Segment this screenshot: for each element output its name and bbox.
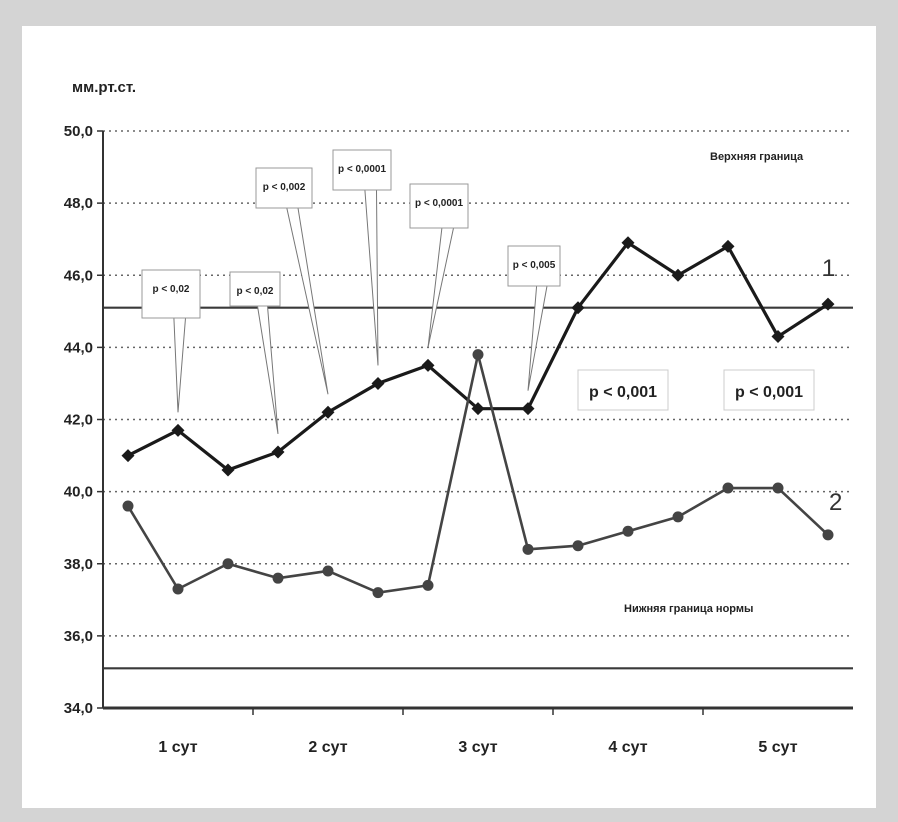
series-2-point — [172, 583, 184, 595]
p-value-label: p < 0,001 — [589, 384, 657, 401]
series-1-point — [571, 301, 585, 315]
callout-text: p < 0,0001 — [415, 198, 464, 209]
series-2-point — [372, 587, 384, 599]
series-1-point — [221, 463, 235, 477]
callout-text: p < 0,0001 — [338, 164, 387, 175]
series-1-point — [171, 423, 185, 437]
callout-pointer — [286, 207, 329, 395]
series-2-point — [672, 511, 684, 523]
y-tick-label: 46,0 — [64, 267, 93, 284]
x-category-labels: 1 сут 2 сут 3 сут 4 сут 5 сут — [158, 739, 797, 756]
series-lines — [121, 236, 835, 599]
lower-limit-label: Нижняя граница нормы — [624, 603, 753, 615]
p-value-box — [577, 369, 669, 411]
series-2-point — [122, 500, 134, 512]
callout-box — [507, 245, 561, 287]
series-2-point — [422, 579, 434, 591]
series-2-point — [272, 572, 284, 584]
x-category-label: 4 сут — [608, 739, 647, 756]
callout-pointer — [256, 305, 279, 435]
y-tick-label: 34,0 — [64, 700, 93, 717]
series-2-point — [722, 482, 734, 494]
x-category-label: 3 сут — [458, 739, 497, 756]
series-1-point — [271, 445, 285, 459]
series-1-point — [121, 449, 135, 463]
callout-text: p < 0,02 — [237, 286, 274, 297]
series-1-point — [521, 402, 535, 416]
callout-box — [141, 269, 201, 319]
series-2-point — [322, 565, 334, 577]
x-category-label: 2 сут — [308, 739, 347, 756]
series-1-point — [421, 358, 435, 372]
x-category-label: 5 сут — [758, 739, 797, 756]
y-tick-label: 38,0 — [64, 556, 93, 573]
callout-text: p < 0,002 — [263, 182, 306, 193]
callout-pointer — [173, 317, 187, 413]
callout-pointer — [364, 189, 379, 366]
callout-text: p < 0,005 — [513, 260, 556, 271]
series-1-point — [821, 297, 835, 311]
series-2-point — [822, 529, 834, 541]
series-1-point — [621, 236, 635, 250]
series-2-point — [772, 482, 784, 494]
callout-box — [332, 149, 392, 191]
y-tick-label: 50,0 — [64, 123, 93, 140]
callout-box — [409, 183, 469, 229]
y-axis-label: мм.рт.ст. — [72, 79, 136, 96]
callout-pointer — [427, 227, 455, 348]
y-tick-label: 36,0 — [64, 628, 93, 645]
series-1-point — [471, 402, 485, 416]
chart-panel — [22, 26, 876, 808]
annotations: p < 0,02 p < 0,02 p < 0,002 p < 0,0001 p < 0… — [141, 149, 815, 435]
callout-box — [229, 271, 281, 307]
y-tick-label: 48,0 — [64, 195, 93, 212]
series-2-line — [126, 353, 829, 594]
axes — [97, 130, 853, 715]
series-1-point — [371, 376, 385, 390]
series-1-label: 1 — [822, 255, 835, 282]
series-1-point — [721, 239, 735, 253]
series-1-point — [671, 268, 685, 282]
series-2-label: 2 — [829, 489, 842, 516]
p-value-label: p < 0,001 — [735, 384, 803, 401]
series-1-point — [321, 405, 335, 419]
p-value-box — [723, 369, 815, 411]
y-tick-labels: 34,0 36,0 38,0 40,0 42,0 44,0 46,0 48,0 50,0 — [64, 123, 93, 717]
y-tick-label: 42,0 — [64, 412, 93, 429]
y-tick-label: 40,0 — [64, 484, 93, 501]
y-tick-label: 44,0 — [64, 339, 93, 356]
x-category-label: 1 сут — [158, 739, 197, 756]
series-2-point — [622, 525, 634, 537]
series-1-point — [771, 330, 785, 344]
series-2-point — [222, 558, 234, 570]
callout-box — [255, 167, 313, 209]
callout-text: p < 0,02 — [153, 284, 190, 295]
series-2-point — [522, 543, 534, 555]
series-2-point — [572, 540, 584, 552]
upper-limit-label: Верхняя граница — [710, 151, 804, 163]
series-2-point — [472, 349, 484, 361]
reference-lines — [103, 306, 853, 670]
